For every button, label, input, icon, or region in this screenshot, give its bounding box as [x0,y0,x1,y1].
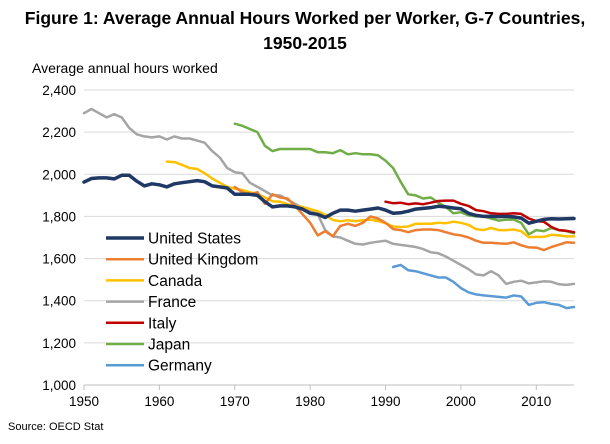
legend-label-germany: Germany [148,358,212,375]
series-line-italy [384,199,576,234]
x-tick-label: 2010 [521,394,551,409]
legend-label-france: France [148,294,196,311]
x-tick-label: 2000 [446,394,476,409]
y-tick-label: 1,000 [42,378,76,393]
series-lines [82,107,576,310]
series-line-united-states [82,173,576,225]
legend: United States United Kingdom Canada France I… [106,231,258,375]
x-tick-label: 1960 [144,394,174,409]
x-tick-label: 1980 [295,394,325,409]
y-tick-label: 1,800 [42,209,76,224]
legend-label-canada: Canada [148,273,203,290]
series-line-canada [165,160,576,239]
source-note: Source: OECD Stat [8,421,104,433]
x-tick-label: 1970 [220,394,250,409]
y-axis-label: Average annual hours worked [32,60,218,76]
y-tick-label: 2,000 [42,167,76,182]
chart-title: Figure 1: Average Annual Hours Worked pe… [24,8,586,53]
y-tick-label: 2,400 [42,83,76,98]
y-tick-label: 2,200 [42,125,76,140]
legend-label-italy: Italy [148,315,177,332]
series-line-germany [391,263,576,310]
y-tick-label: 1,400 [42,294,76,309]
series-line-japan [233,122,576,236]
y-tick-label: 1,200 [42,336,76,351]
legend-label-united-kingdom: United Kingdom [148,252,258,269]
legend-label-united-states: United States [148,231,241,248]
x-tick-label: 1950 [69,394,99,409]
y-tick-label: 1,600 [42,252,76,267]
series-line-united-kingdom [233,185,576,252]
x-tick-label: 1990 [371,394,401,409]
axes: 1,000 1,200 1,400 1,600 1,800 2,000 2,200 2,400… [42,83,574,409]
legend-label-japan: Japan [148,337,190,354]
